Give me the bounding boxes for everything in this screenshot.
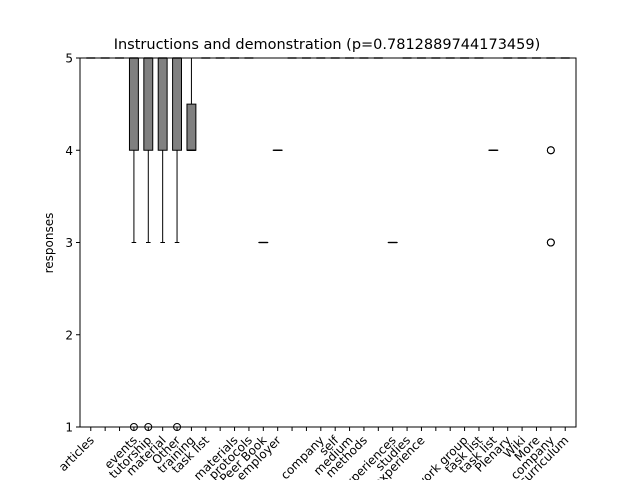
box-3 [128,57,139,431]
outlier-point [546,146,555,155]
plot-area [85,57,571,431]
box-body [143,57,154,151]
x-tick-label: articles [56,433,97,474]
box-32 [545,57,556,247]
y-tick-label: 5 [65,52,73,66]
y-axis: 1 2 3 4 5 [65,52,80,435]
chart-title: Instructions and demonstration (p=0.7812… [114,37,541,53]
box-4 [143,57,154,431]
y-tick-label: 4 [65,144,73,158]
box-6 [172,57,183,431]
box-body [172,57,183,151]
x-axis: articles eventstutorshipmaterialOthertrai… [56,427,571,480]
y-tick-label: 3 [65,236,73,250]
y-tick-label: 1 [65,421,73,435]
box-5 [157,57,168,243]
axes-frame [79,57,577,428]
box-body [157,57,168,151]
y-axis-label: responses [42,213,56,274]
box-7 [186,57,197,151]
outlier-point [546,238,555,247]
y-tick-label: 2 [65,328,73,342]
box-body [128,57,139,151]
box-body [186,103,197,151]
